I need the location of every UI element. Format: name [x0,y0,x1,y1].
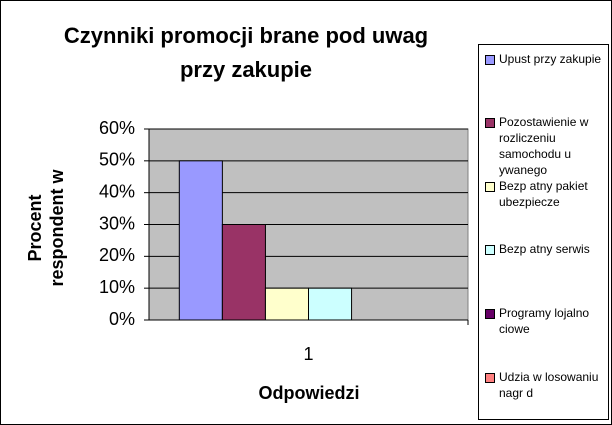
bar [264,287,309,321]
y-tick-label: 50% [99,150,135,170]
legend-swatch [485,118,495,128]
legend-swatch [485,245,495,255]
bar [308,287,353,321]
y-tick-label: 10% [99,277,135,297]
legend-swatch [485,182,495,192]
legend-swatch [485,309,495,319]
y-tick-label: 0% [109,309,135,329]
x-tick-label: 1 [303,344,313,364]
y-tick-label: 40% [99,181,135,201]
y-tick-label: 60% [99,118,135,138]
y-tick-label: 30% [99,213,135,233]
bar [221,224,266,321]
bar [178,160,223,321]
x-axis-label: Odpowiedzi [258,383,360,403]
legend-swatch [485,55,495,65]
legend-swatch [485,373,495,383]
legend-label: Udzia w losowaniu nagr d [499,370,599,400]
y-axis-label: Procent respondent w [25,169,67,287]
legend-label: Programy lojalno ciowe [499,306,590,336]
chart-title: Czynniki promocji brane pod uwag przy za… [63,23,429,82]
legend-label: Upust przy zakupie [499,52,602,66]
legend-label: Pozostawienie w rozliczeniu samochodu u … [499,115,589,177]
legend: Upust przy zakupie Pozostawienie w rozlic… [478,44,609,420]
legend-label: Bezp atny pakiet ubezpiecze [499,179,588,209]
y-tick-label: 20% [99,245,135,265]
legend-label: Bezp atny serwis [499,242,590,256]
